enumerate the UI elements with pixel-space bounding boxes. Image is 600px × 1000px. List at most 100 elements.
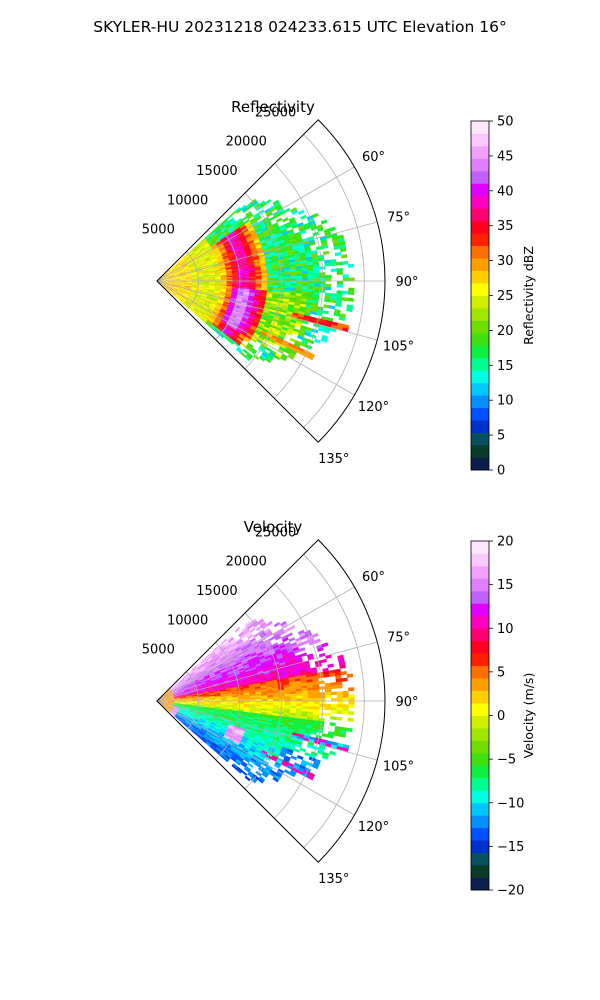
data-cell — [266, 241, 274, 246]
data-cell — [228, 737, 235, 743]
data-cell — [238, 696, 245, 699]
data-cell — [228, 254, 235, 258]
data-cell — [270, 673, 277, 677]
data-cell — [180, 279, 187, 281]
data-cell — [339, 247, 347, 253]
data-cell — [243, 219, 250, 225]
data-cell — [162, 701, 169, 703]
data-cell — [206, 717, 213, 721]
data-cell — [225, 744, 232, 749]
data-cell — [246, 303, 254, 307]
data-cell — [332, 239, 339, 244]
data-cell — [243, 272, 250, 276]
data-cell — [208, 709, 215, 712]
data-cell — [172, 708, 178, 713]
data-cell — [189, 724, 196, 729]
data-cell — [221, 305, 228, 310]
data-cell — [220, 289, 227, 293]
data-cell — [215, 229, 222, 235]
data-cell — [179, 707, 186, 711]
data-cell — [180, 701, 187, 703]
data-cell — [183, 292, 190, 296]
data-cell — [249, 748, 256, 753]
data-cell — [214, 703, 222, 705]
data-cell — [276, 744, 283, 750]
data-cell — [186, 299, 192, 304]
data-cell — [183, 267, 190, 271]
data-cell — [297, 316, 304, 321]
data-cell — [258, 655, 265, 660]
data-cell — [208, 708, 215, 711]
data-cell — [261, 273, 268, 276]
data-cell — [173, 704, 180, 707]
data-cell — [178, 270, 185, 274]
data-cell — [174, 699, 181, 701]
data-cell — [256, 745, 264, 751]
data-cell — [246, 644, 253, 649]
data-cell — [200, 238, 206, 243]
data-cell — [191, 703, 198, 705]
data-cell — [161, 273, 167, 278]
data-cell — [188, 670, 194, 676]
data-cell — [296, 698, 303, 702]
data-cell — [240, 351, 247, 358]
data-cell — [222, 723, 229, 727]
data-cell — [172, 270, 179, 274]
data-cell — [272, 713, 279, 716]
data-cell — [206, 740, 213, 746]
data-cell — [207, 686, 214, 690]
data-cell — [238, 744, 245, 750]
data-cell — [197, 694, 204, 697]
data-cell — [174, 283, 181, 286]
data-cell — [253, 622, 260, 628]
data-cell — [212, 310, 219, 315]
data-cell — [174, 682, 180, 687]
data-cell — [317, 227, 324, 232]
data-cell — [300, 762, 307, 768]
data-cell — [275, 203, 282, 210]
data-cell — [216, 255, 223, 260]
data-cell — [237, 220, 244, 226]
data-cell — [201, 684, 208, 688]
data-cell — [300, 296, 308, 300]
data-cell — [294, 743, 302, 748]
data-cell — [300, 259, 308, 264]
data-cell — [248, 293, 255, 297]
data-cell — [234, 760, 241, 766]
data-cell — [201, 659, 207, 665]
data-cell — [188, 683, 195, 687]
data-cell — [249, 243, 256, 248]
data-cell — [259, 300, 266, 305]
data-cell — [168, 699, 175, 701]
data-cell — [251, 726, 259, 730]
data-cell — [280, 309, 288, 314]
data-cell — [202, 270, 209, 273]
data-cell — [312, 261, 319, 265]
data-cell — [301, 286, 309, 290]
data-cell — [255, 697, 262, 700]
data-cell — [232, 272, 239, 275]
data-cell — [256, 731, 263, 736]
data-cell — [184, 710, 191, 714]
data-cell — [266, 620, 273, 627]
data-cell — [207, 668, 214, 673]
data-cell — [225, 333, 232, 339]
data-cell — [272, 211, 280, 217]
data-cell — [197, 278, 204, 280]
data-cell — [283, 627, 291, 633]
data-cell — [213, 688, 221, 691]
data-cell — [220, 237, 227, 243]
data-cell — [239, 643, 246, 649]
colorbar-swatch — [471, 320, 489, 334]
data-cell — [165, 288, 171, 293]
data-cell — [303, 222, 311, 228]
data-cell — [272, 631, 280, 637]
data-cell — [175, 682, 181, 687]
data-cell — [162, 695, 168, 699]
data-cell — [290, 287, 297, 291]
data-cell — [244, 697, 251, 700]
data-cell — [178, 269, 185, 273]
data-cell — [271, 222, 279, 228]
data-cell — [183, 291, 190, 295]
data-cell — [192, 259, 199, 263]
